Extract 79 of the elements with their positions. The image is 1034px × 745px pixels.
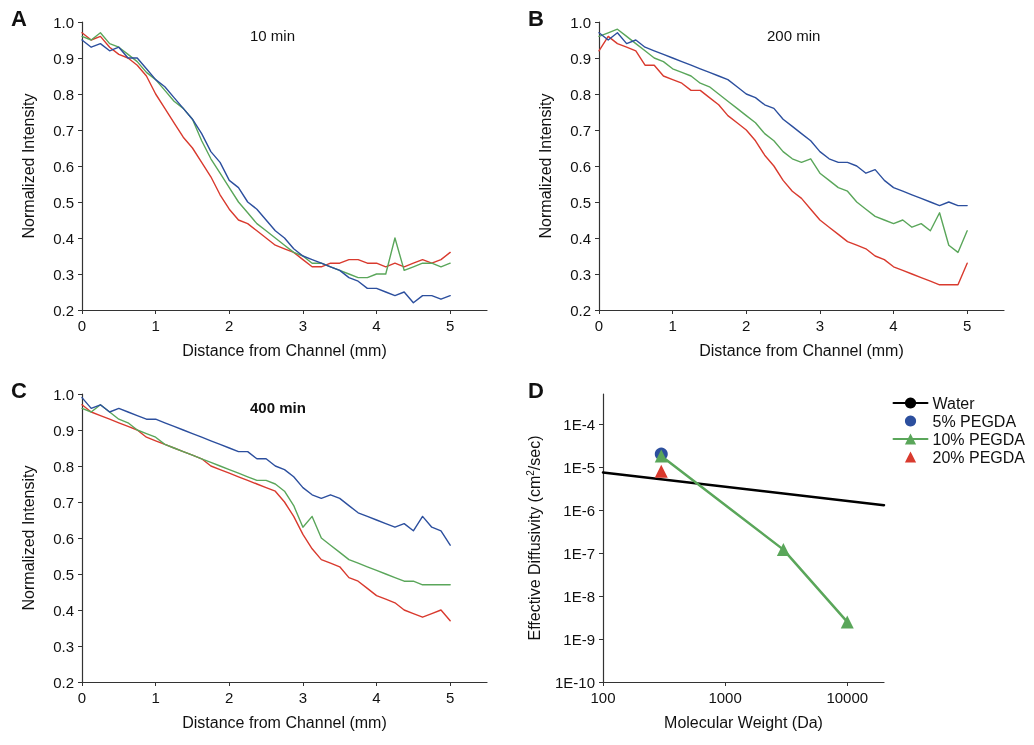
line-series [81,404,451,622]
x-tick-label: 1 [151,689,160,706]
y-axis-title: Normalized Intensity [536,93,554,239]
x-tick-label: 4 [372,317,381,334]
line-series [598,28,968,254]
y-tick-label: 0.5 [570,193,591,211]
y-tick-label: 0.2 [570,301,591,319]
legend-label: 10% PEGDA [932,430,1026,448]
y-tick-label: 0.4 [570,229,591,247]
y-tick-label: 0.6 [570,157,591,175]
x-tick-label: 3 [298,317,308,334]
y-axis-title: Normalized Intensity [19,465,37,611]
y-tick-label: 0.8 [53,85,74,103]
y-tick-label: 0.9 [53,49,74,67]
y-tick-label: 1E-8 [563,587,595,605]
y-tick-label: 0.2 [53,673,74,691]
x-axis-title: Distance from Channel (mm) [182,341,387,359]
y-axis-title: Effective Diffusivity (cm2/sec) [524,435,543,641]
y-tick-label: 0.9 [570,49,591,67]
y-tick-label: 1E-5 [563,458,595,476]
y-tick-label: 1E-6 [563,501,595,519]
x-tick-label: 5 [446,689,455,706]
x-tick-label: 0 [594,317,604,334]
y-tick-label: 1E-10 [554,673,595,691]
y-tick-label: 0.2 [53,301,74,319]
y-tick-label: 0.8 [570,85,591,103]
legend-label: 5% PEGDA [932,412,1017,430]
y-tick-label: 0.3 [570,265,591,283]
x-tick-label: 1 [668,317,677,334]
y-tick-label: 0.5 [53,193,74,211]
y-tick-label: 0.5 [53,565,74,583]
x-tick-label: 5 [446,317,455,334]
x-tick-label: 2 [225,317,234,334]
annotation: 400 min [250,399,306,416]
x-tick-label: 1000 [708,689,742,706]
y-tick-label: 1E-7 [563,544,595,562]
x-tick-label: 5 [963,317,972,334]
y-tick-label: 0.7 [570,121,591,139]
x-tick-label: 4 [889,317,898,334]
y-tick-label: 0.3 [53,637,74,655]
x-axis-title: Distance from Channel (mm) [699,341,904,359]
y-tick-label: 1.0 [570,13,591,31]
y-axis-title: Normalized Intensity [19,93,37,239]
y-tick-label: 0.6 [53,529,74,547]
x-tick-label: 2 [225,689,234,706]
chart-title: C [11,377,27,403]
annotation: 10 min [250,27,296,44]
y-tick-label: 0.4 [53,601,74,619]
line-series [81,404,451,586]
y-tick-label: 0.9 [53,421,74,439]
y-tick-label: 0.4 [53,229,74,247]
x-tick-label: 1 [151,317,160,334]
x-tick-label: 3 [298,689,308,706]
legend-label: 20% PEGDA [932,448,1026,466]
y-tick-label: 0.8 [53,457,74,475]
chart-title: B [528,5,544,31]
y-tick-label: 1.0 [53,385,74,403]
x-axis-title: Distance from Channel (mm) [182,713,387,731]
legend-label: Water [932,394,976,412]
y-tick-label: 1E-9 [563,630,595,648]
x-tick-label: 2 [742,317,751,334]
line-series [598,32,968,207]
chart-title: A [11,5,27,31]
annotation: 200 min [767,27,821,44]
x-tick-label: 4 [372,689,381,706]
y-tick-label: 0.7 [53,121,74,139]
y-tick-label: 1.0 [53,13,74,31]
y-tick-label: 0.7 [53,493,74,511]
line-series [81,396,451,546]
x-tick-label: 3 [815,317,825,334]
y-tick-label: 1E-4 [563,415,595,433]
x-tick-label: 100 [590,689,616,706]
y-tick-label: 0.6 [53,157,74,175]
x-tick-label: 0 [77,689,87,706]
x-tick-label: 10000 [826,689,869,706]
y-tick-label: 0.3 [53,265,74,283]
x-axis-title: Molecular Weight (Da) [664,713,823,731]
x-tick-label: 0 [77,317,87,334]
chart-title: D [528,377,544,403]
